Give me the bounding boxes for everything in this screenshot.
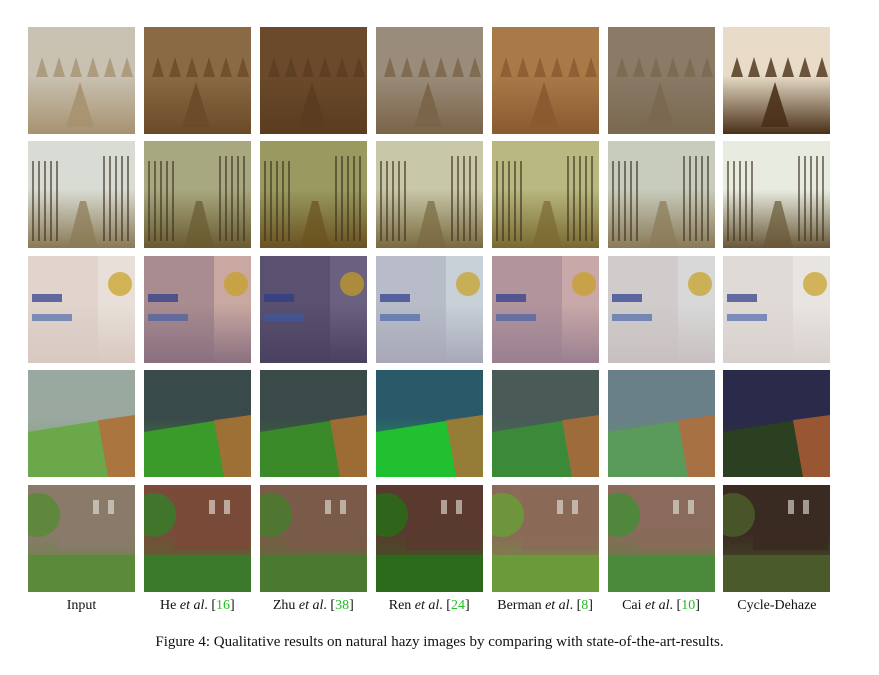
result-image-forest-path-5 (491, 141, 599, 249)
result-image-stadium-1 (28, 370, 135, 478)
result-image-garden-house-4 (375, 484, 483, 592)
citation-link[interactable]: 38 (335, 598, 350, 613)
method-label-6: Cai et al. [10] (622, 598, 700, 613)
result-image-forest-path-6 (607, 141, 715, 249)
image-grid (28, 27, 831, 592)
result-image-garden-house-3 (259, 484, 367, 592)
result-image-street-signs-6 (607, 255, 715, 363)
result-image-haystack-field-1 (28, 27, 135, 134)
result-image-haystack-field-7 (723, 27, 831, 134)
result-image-forest-path-4 (375, 141, 483, 249)
method-label-5: Berman et al. [8] (497, 598, 593, 613)
result-image-forest-path-2 (143, 141, 251, 249)
method-label-3: Zhu et al. [38] (272, 598, 354, 613)
result-image-forest-path-1 (28, 141, 135, 249)
result-image-street-signs-2 (143, 255, 251, 363)
result-image-garden-house-6 (607, 484, 715, 592)
result-image-stadium-5 (491, 370, 599, 478)
result-image-stadium-2 (143, 370, 251, 478)
result-image-stadium-6 (607, 370, 715, 478)
result-image-street-signs-1 (28, 255, 135, 363)
result-image-street-signs-4 (375, 255, 483, 363)
citation-link[interactable]: 10 (681, 598, 696, 613)
result-image-haystack-field-4 (375, 27, 483, 134)
citation-link[interactable]: 24 (450, 598, 465, 613)
result-image-stadium-3 (259, 370, 367, 478)
figure-caption: Figure 4: Qualitative results on natural… (155, 634, 724, 650)
citation-link[interactable]: 16 (216, 598, 231, 613)
result-image-garden-house-1 (28, 484, 135, 592)
result-image-garden-house-2 (143, 484, 251, 592)
citation-link[interactable]: 8 (581, 598, 589, 613)
method-label-7: Cycle-Dehaze (737, 598, 817, 613)
result-image-street-signs-7 (723, 255, 831, 363)
method-label-4: Ren et al. [24] (388, 598, 470, 613)
result-image-stadium-7 (723, 370, 831, 478)
method-label-2: He et al. [16] (160, 598, 235, 613)
result-image-haystack-field-5 (491, 27, 599, 134)
result-image-forest-path-7 (723, 141, 831, 249)
result-image-forest-path-3 (259, 141, 367, 249)
result-image-haystack-field-2 (143, 27, 251, 134)
result-image-street-signs-5 (491, 255, 599, 363)
result-image-haystack-field-6 (607, 27, 715, 134)
result-image-stadium-4 (375, 370, 483, 478)
result-image-haystack-field-3 (259, 27, 367, 134)
method-label-1: Input (66, 598, 97, 613)
result-image-street-signs-3 (259, 255, 367, 363)
method-labels: Input He et al. [16] Zhu et al. [38] Ren et… (28, 598, 831, 618)
result-image-garden-house-7 (723, 484, 831, 592)
result-image-garden-house-5 (491, 484, 599, 592)
